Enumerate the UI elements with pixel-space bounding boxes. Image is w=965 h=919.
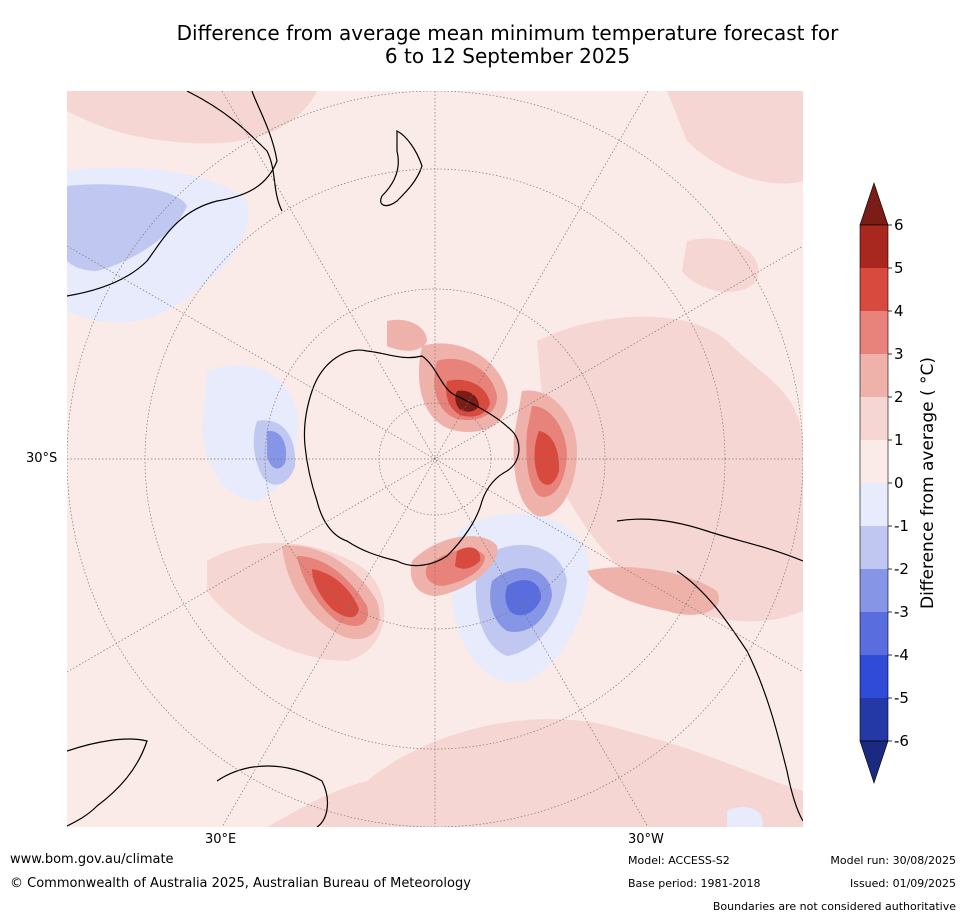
footer-boundaries: Boundaries are not considered authoritat…	[712, 900, 956, 913]
coastlines	[67, 91, 803, 827]
footer-model: Model: ACCESS-S2	[628, 854, 730, 867]
colorbar-tick-label: -1	[894, 517, 909, 535]
footer-model-run: Model run: 30/08/2025	[830, 854, 956, 867]
colorbar-tick-label: 3	[894, 345, 904, 363]
colorbar-swatch	[860, 569, 888, 612]
anomaly-light-warm	[67, 91, 803, 827]
colorbar-tick-label: 0	[894, 474, 904, 492]
colorbar-tick-label: 2	[894, 388, 904, 406]
colorbar-swatch	[860, 354, 888, 397]
colorbar-extend-low	[859, 740, 889, 784]
colorbar-ticks: 6 5 4 3 2 1 0 -1 -2 -3 -4 -5 -6	[888, 216, 909, 750]
colorbar-swatches	[859, 182, 889, 784]
title-line-1: Difference from average mean minimum tem…	[176, 21, 839, 45]
colorbar-swatch	[860, 483, 888, 526]
colorbar: 6 5 4 3 2 1 0 -1 -2 -3 -4 -5 -6	[859, 182, 909, 784]
colorbar-swatch	[860, 698, 888, 741]
footer-copyright: © Commonwealth of Australia 2025, Austra…	[10, 876, 471, 891]
colorbar-swatch	[860, 612, 888, 655]
antarctica-outline	[303, 349, 520, 567]
colorbar-tick-label: -2	[894, 560, 909, 578]
lon-label-30w: 30°W	[628, 832, 664, 847]
lon-label-30e: 30°E	[205, 832, 237, 847]
south-america-outline	[616, 518, 803, 822]
graticule	[67, 91, 803, 827]
new-zealand-outline	[380, 130, 423, 207]
colorbar-swatch	[860, 225, 888, 268]
colorbar-tick-label: -6	[894, 732, 909, 750]
australia-outline	[67, 91, 283, 297]
anomaly-warm-cores	[282, 319, 719, 640]
colorbar-swatch	[860, 268, 888, 311]
lat-label-30s: 30°S	[26, 451, 58, 466]
colorbar-extend-high	[859, 182, 889, 226]
forecast-map	[67, 91, 803, 827]
colorbar-swatch	[860, 397, 888, 440]
colorbar-tick-label: 5	[894, 259, 904, 277]
colorbar-swatch	[860, 440, 888, 483]
colorbar-tick-label: 6	[894, 216, 904, 234]
footer-issued: Issued: 01/09/2025	[849, 877, 956, 890]
colorbar-label: Difference from average ( °C)	[918, 356, 938, 610]
title-line-2: 6 to 12 September 2025	[384, 44, 631, 68]
footer-url[interactable]: www.bom.gov.au/climate	[10, 852, 174, 867]
africa-outline	[67, 738, 329, 827]
colorbar-tick-label: -5	[894, 689, 909, 707]
colorbar-tick-label: 4	[894, 302, 904, 320]
colorbar-swatch	[860, 655, 888, 698]
colorbar-swatch	[860, 526, 888, 569]
chart-title: Difference from average mean minimum tem…	[0, 22, 965, 68]
colorbar-swatch	[860, 311, 888, 354]
colorbar-tick-label: 1	[894, 431, 904, 449]
footer-base-period: Base period: 1981-2018	[628, 877, 761, 890]
colorbar-tick-label: -4	[894, 646, 909, 664]
colorbar-tick-label: -3	[894, 603, 909, 621]
